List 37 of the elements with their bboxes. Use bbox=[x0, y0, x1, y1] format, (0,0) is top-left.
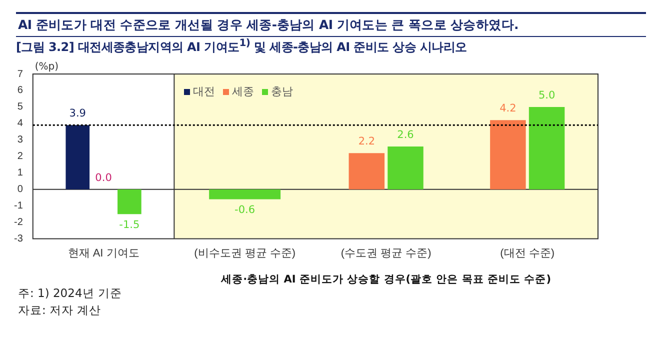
chart-title: AI 준비도가 대전 수준으로 개선될 경우 세종-충남의 AI 기여도는 큰 폭으로 상승하였다. bbox=[16, 12, 646, 37]
bar bbox=[66, 125, 90, 190]
y-axis-title: (%p) bbox=[34, 62, 59, 73]
data-label: -0.6 bbox=[234, 204, 256, 216]
bar bbox=[528, 106, 565, 190]
y-tick-label: -1 bbox=[14, 200, 24, 212]
y-tick-label: 5 bbox=[17, 102, 24, 113]
chart-subtitle: [그림 3.2] 대전세종충남지역의 AI 기여도$^{1)}$ 및 세종-충남의 AI 준비도 상승 시나리오 bbox=[16, 38, 467, 56]
y-tick-label: 2 bbox=[17, 151, 24, 162]
y-tick-label: -2 bbox=[14, 217, 24, 228]
data-label: 5.0 bbox=[538, 89, 556, 102]
y-tick-label: 7 bbox=[17, 68, 24, 80]
y-tick-label: 3 bbox=[17, 134, 24, 146]
legend-label: 충남 bbox=[270, 84, 294, 99]
data-label: 2.2 bbox=[358, 136, 376, 148]
legend-label: 대전 bbox=[192, 84, 216, 99]
x-tick-label: (수도권 평균 수준) bbox=[340, 247, 432, 260]
x-axis-title: 세종·충남의 AI 준비도가 상승할 경우(괄호 안은 목표 준비도 수준) bbox=[220, 273, 552, 286]
y-tick-label: 0 bbox=[17, 184, 24, 196]
data-label: 2.6 bbox=[397, 128, 414, 141]
x-tick-label: 현재 AI 기여도 bbox=[68, 247, 140, 260]
x-tick-label: (비수도권 평균 수준) bbox=[194, 247, 296, 260]
data-label: 0.0 bbox=[95, 172, 112, 184]
x-tick-label: (대전 수준) bbox=[500, 247, 555, 260]
bar bbox=[490, 120, 526, 190]
text: 자료: 저자 계산 bbox=[18, 303, 102, 318]
text: 주: 1) 2024년 기준 bbox=[18, 286, 122, 301]
y-tick-label: -3 bbox=[14, 234, 24, 245]
data-label: 4.2 bbox=[500, 102, 516, 115]
bar bbox=[388, 146, 424, 190]
legend-label: 세종 bbox=[231, 84, 254, 99]
data-label: 3.9 bbox=[69, 108, 86, 120]
y-tick-label: 4 bbox=[17, 118, 24, 130]
y-tick-label: 6 bbox=[17, 85, 24, 96]
bar bbox=[348, 153, 385, 190]
data-label: -1.5 bbox=[119, 219, 140, 232]
y-tick-label: 1 bbox=[17, 168, 24, 179]
